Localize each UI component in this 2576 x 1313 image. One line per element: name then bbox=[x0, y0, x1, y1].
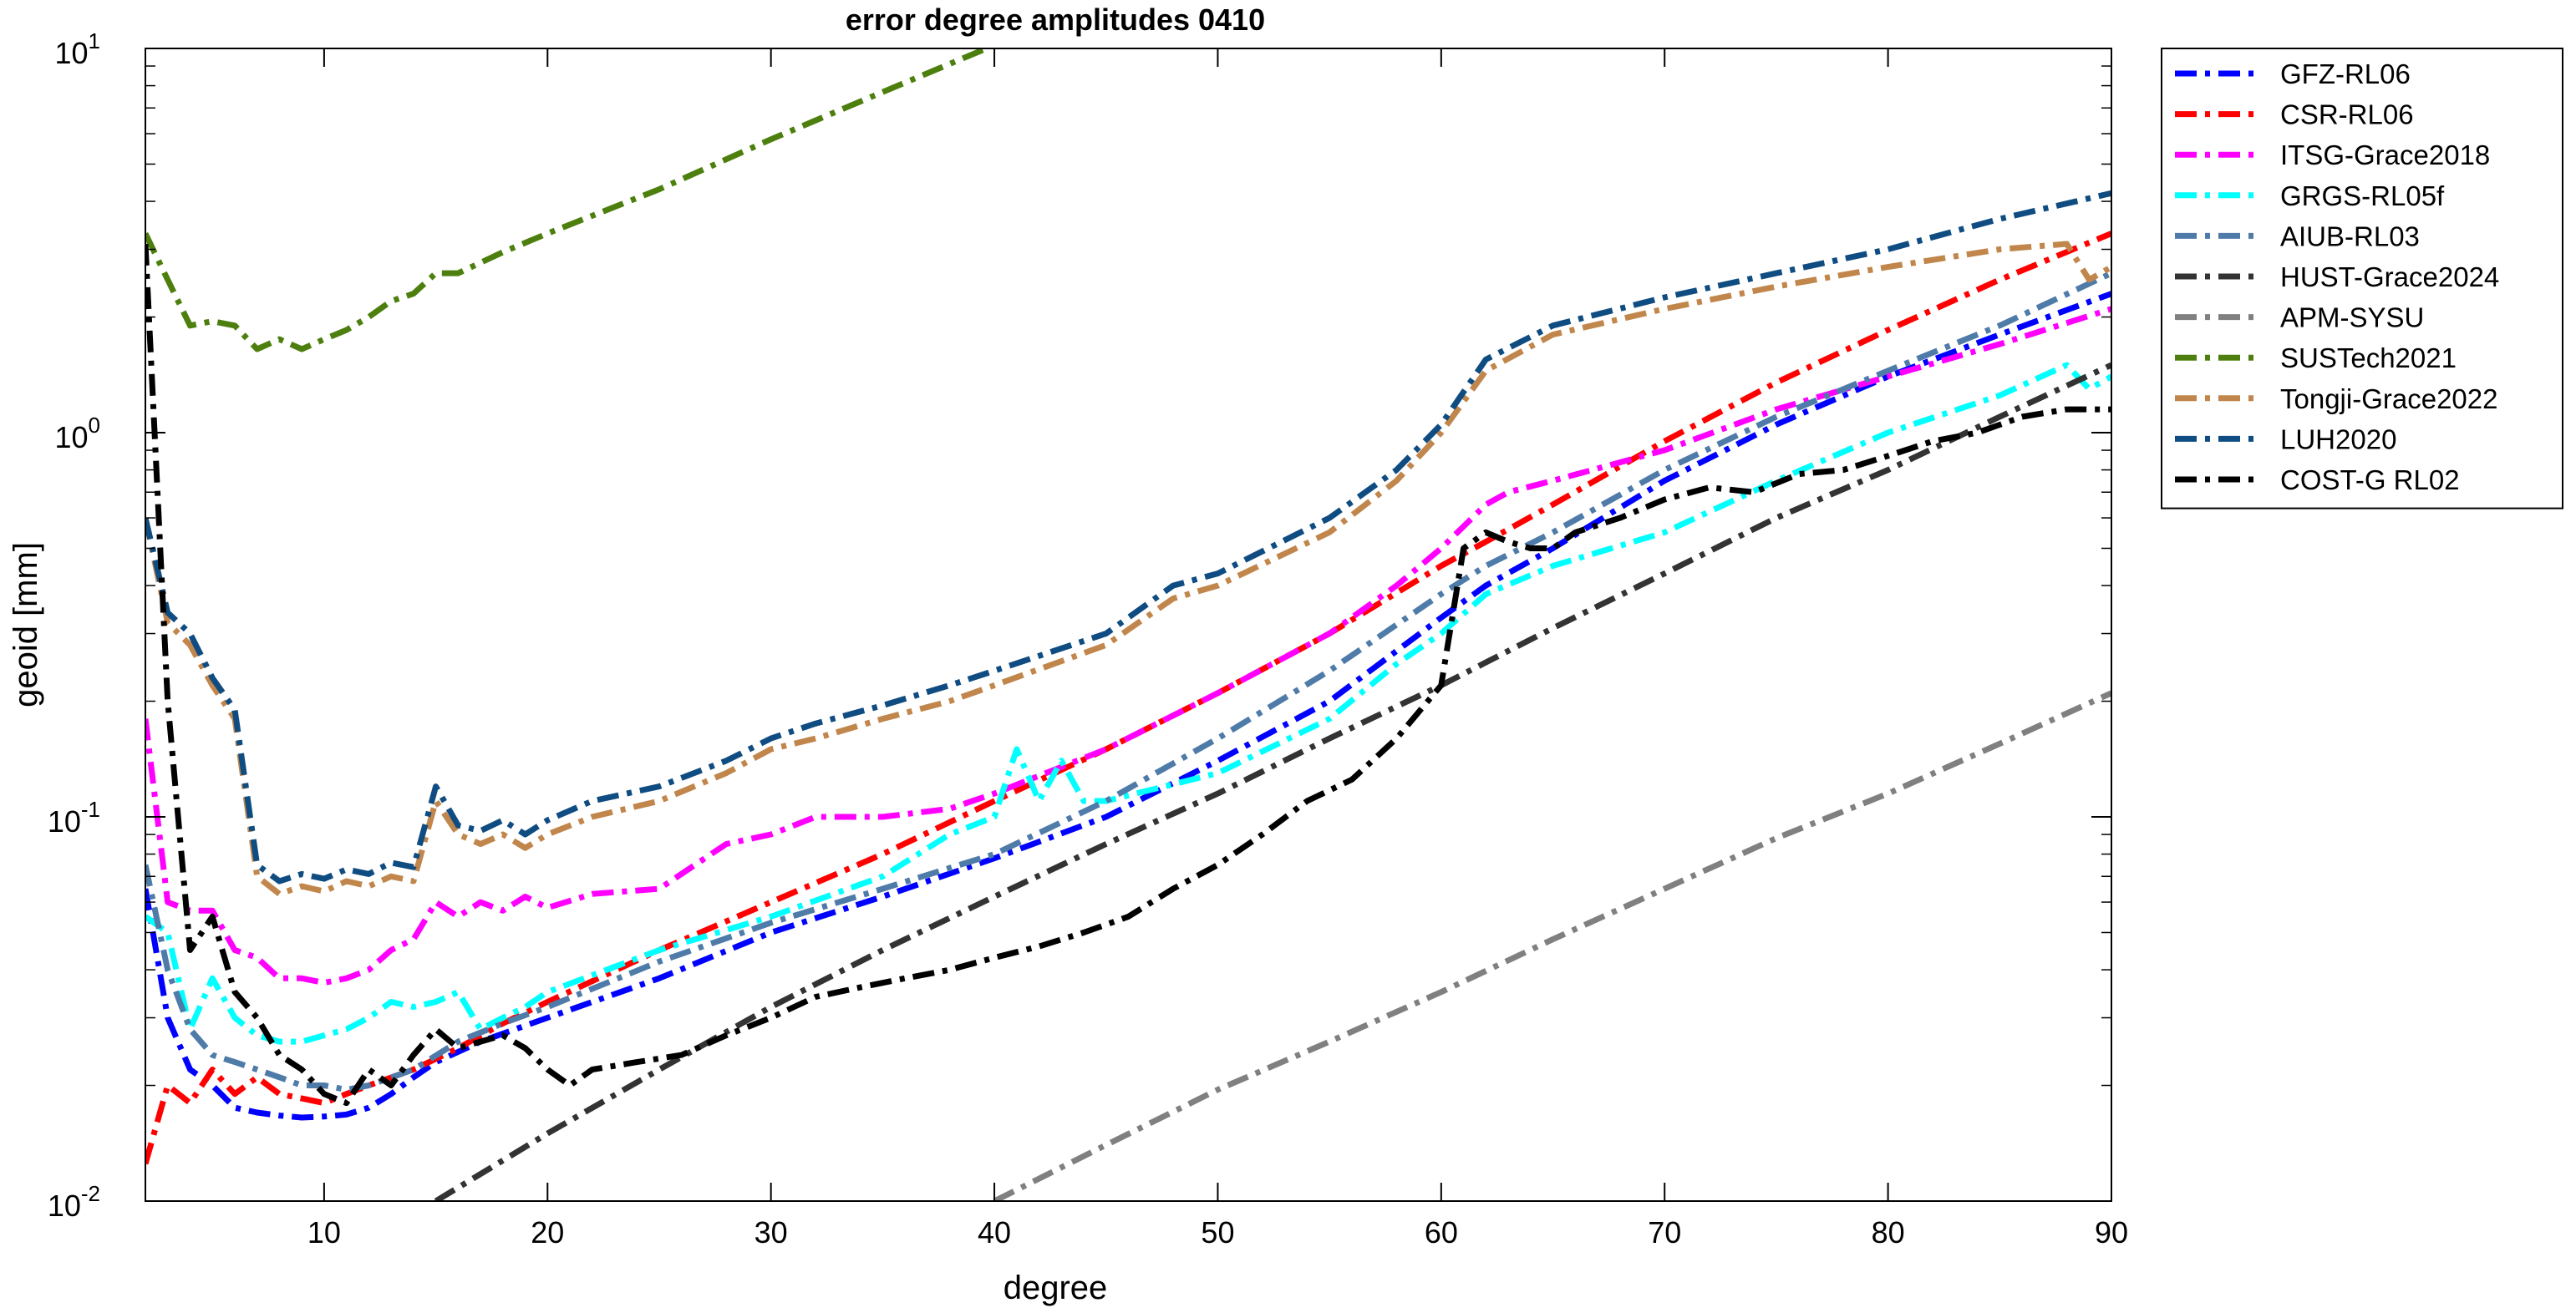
series-line-aiub-rl03 bbox=[145, 270, 2111, 1093]
legend-entry: LUH2020 bbox=[2280, 423, 2396, 454]
series-line-itsg-grace2018 bbox=[145, 306, 2111, 986]
x-axis-label: degree bbox=[1003, 1270, 1108, 1306]
y-tick-label: 10-1 bbox=[48, 797, 100, 839]
x-tick-label: 20 bbox=[531, 1215, 564, 1250]
chart-title: error degree amplitudes 0410 bbox=[846, 3, 1265, 37]
series-line-hust-grace2024 bbox=[434, 362, 2111, 1201]
legend-entry: Tongji-Grace2022 bbox=[2280, 383, 2498, 414]
x-tick-label: 50 bbox=[1201, 1215, 1234, 1250]
y-tick-label: 101 bbox=[54, 28, 100, 70]
series-line-gfz-rl06 bbox=[145, 291, 2111, 1121]
x-axis: 10 20 30 40 50 60 70 80 90 bbox=[307, 48, 2128, 1250]
series-line-csr-rl06 bbox=[145, 231, 2111, 1165]
legend-entry: APM-SYSU bbox=[2280, 302, 2424, 333]
legend-entry: COST-G RL02 bbox=[2280, 464, 2460, 495]
legend: GFZ-RL06 CSR-RL06 ITSG-Grace2018 GRGS-RL05f… bbox=[2161, 48, 2563, 509]
series-line-apm-sysu bbox=[993, 690, 2111, 1201]
x-tick-label: 10 bbox=[307, 1215, 341, 1250]
x-tick-label: 40 bbox=[978, 1215, 1011, 1250]
x-tick-label: 30 bbox=[755, 1215, 788, 1250]
legend-entry: SUSTech2021 bbox=[2280, 342, 2457, 373]
legend-entry: CSR-RL06 bbox=[2280, 99, 2414, 130]
series-line-luh2020 bbox=[145, 190, 2111, 885]
series-line-sustech2021 bbox=[145, 48, 994, 352]
legend-entry: AIUB-RL03 bbox=[2280, 221, 2420, 251]
plot-frame bbox=[145, 48, 2112, 1202]
legend-entry: ITSG-Grace2018 bbox=[2280, 139, 2490, 170]
y-tick-label: 100 bbox=[54, 413, 100, 454]
legend-entry: HUST-Grace2024 bbox=[2280, 261, 2499, 292]
series-layer bbox=[145, 48, 2111, 1201]
legend-entry: GRGS-RL05f bbox=[2280, 180, 2445, 211]
x-tick-label: 60 bbox=[1425, 1215, 1458, 1250]
x-tick-label: 70 bbox=[1648, 1215, 1681, 1250]
legend-entry: GFZ-RL06 bbox=[2280, 58, 2411, 89]
x-tick-label: 90 bbox=[2095, 1215, 2128, 1250]
series-line-cost-g-rl02 bbox=[145, 243, 2111, 1107]
y-axis: 10-2 10-1 100 101 bbox=[48, 28, 2111, 1223]
y-tick-label: 10-2 bbox=[48, 1181, 100, 1223]
series-line-grgs-rl05f bbox=[145, 362, 2111, 1045]
x-tick-label: 80 bbox=[1872, 1215, 1905, 1250]
series-line-tongji-grace2022 bbox=[145, 241, 2111, 897]
y-axis-label: geoid [mm] bbox=[8, 542, 44, 707]
